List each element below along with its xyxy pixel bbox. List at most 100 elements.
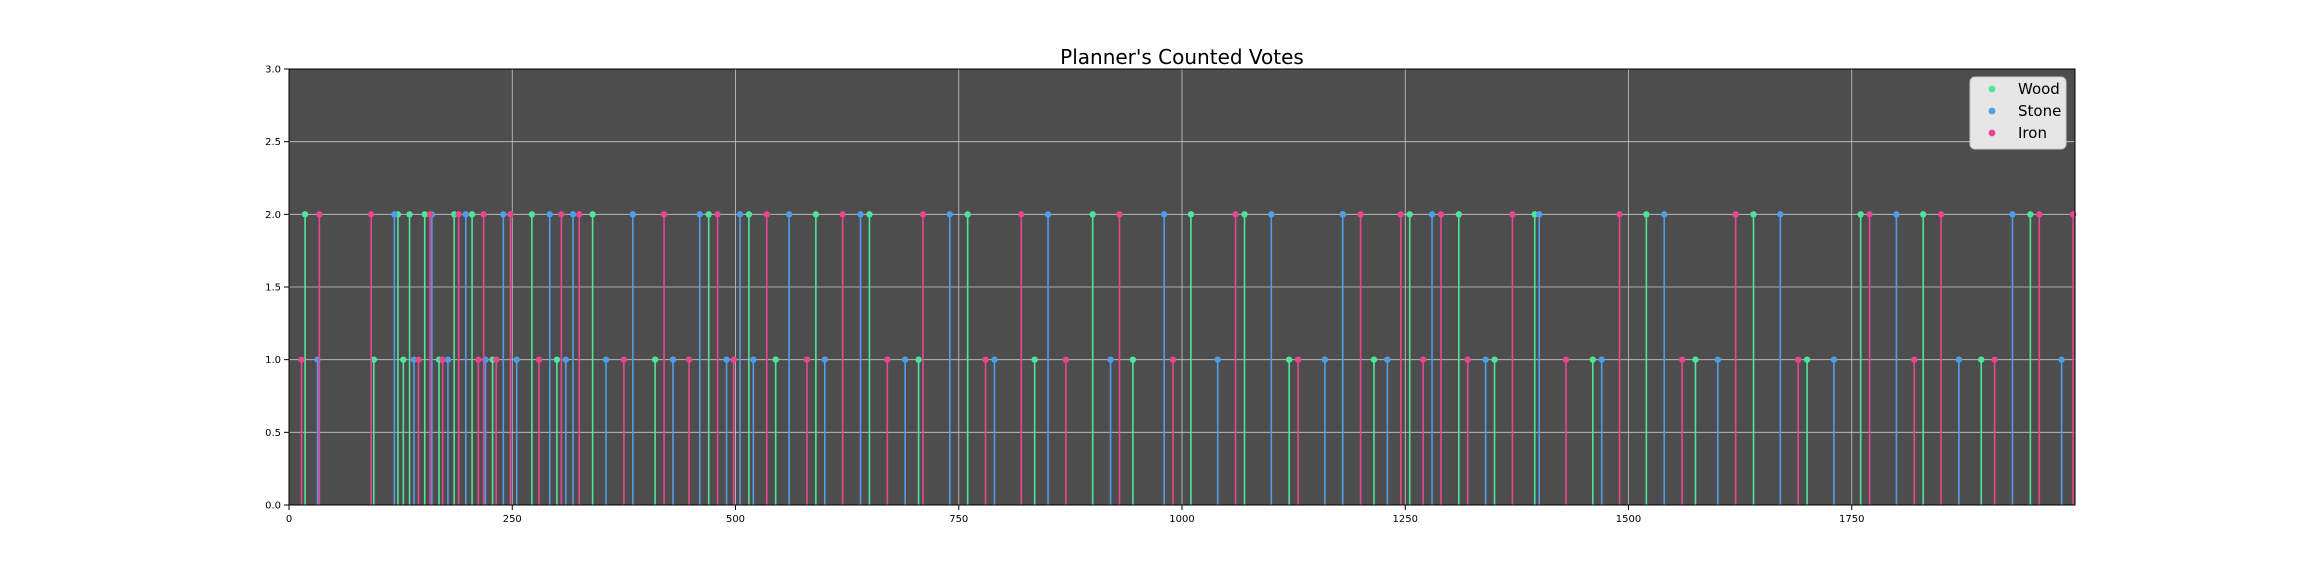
y-tick-label: 0.0	[265, 501, 281, 512]
data-point	[714, 211, 721, 218]
data-point	[1464, 356, 1471, 363]
data-point	[669, 356, 677, 363]
data-point	[1978, 356, 1985, 363]
data-point	[1406, 211, 1413, 218]
data-point	[1491, 356, 1498, 363]
data-point	[730, 356, 737, 363]
data-point	[1062, 356, 1070, 363]
x-tick-label: 250	[503, 514, 522, 525]
data-point	[546, 211, 553, 218]
data-point	[1536, 211, 1543, 218]
data-point	[964, 211, 971, 218]
data-point	[1339, 211, 1346, 218]
data-point	[480, 211, 487, 218]
data-point	[462, 211, 470, 218]
y-tick-label: 1.5	[265, 283, 281, 294]
data-point	[1321, 356, 1329, 363]
data-point	[410, 356, 418, 363]
data-point	[589, 211, 596, 218]
data-point	[451, 211, 458, 218]
data-point	[400, 356, 407, 363]
data-point	[1268, 211, 1275, 218]
data-point	[1919, 211, 1927, 218]
data-point	[2036, 211, 2043, 218]
x-tick-label: 750	[949, 514, 968, 525]
legend-marker	[1988, 107, 1996, 115]
data-point	[705, 211, 712, 218]
data-point	[620, 356, 628, 363]
data-point	[558, 211, 565, 218]
data-point	[535, 356, 543, 363]
y-tick-label: 1.0	[265, 355, 281, 366]
y-tick-label: 2.5	[265, 137, 281, 148]
data-point	[660, 211, 668, 218]
data-point	[475, 356, 482, 363]
data-point	[602, 356, 610, 363]
data-point	[803, 356, 811, 363]
data-point	[1018, 211, 1025, 218]
data-point	[919, 211, 927, 218]
data-point	[1116, 211, 1123, 218]
data-point	[866, 211, 873, 218]
data-point	[1794, 356, 1802, 363]
data-point	[1437, 211, 1445, 218]
data-point	[1232, 211, 1239, 218]
data-point	[2027, 211, 2034, 218]
x-tick-label: 1000	[1169, 514, 1194, 525]
data-point	[629, 211, 637, 218]
data-point	[1370, 356, 1378, 363]
data-point	[1089, 211, 1096, 218]
x-tick-label: 500	[726, 514, 745, 525]
data-point	[1803, 356, 1811, 363]
x-tick-label: 0	[286, 514, 292, 525]
data-point	[1616, 211, 1623, 218]
y-tick-label: 3.0	[265, 65, 281, 76]
data-point	[857, 211, 864, 218]
axes: 0 250 500 750 1000 1250 1500 1750 0.0 0.5 1.0 1.5 2.…	[265, 65, 2076, 525]
data-point	[736, 211, 744, 218]
data-point	[1294, 356, 1302, 363]
x-tick-label: 1500	[1616, 514, 1641, 525]
data-point	[391, 211, 398, 218]
data-point	[1991, 356, 1998, 363]
data-point	[763, 211, 770, 218]
data-point	[1160, 211, 1168, 218]
data-point	[1419, 356, 1427, 363]
data-point	[406, 211, 413, 218]
data-point	[839, 211, 846, 218]
data-point	[1714, 356, 1722, 363]
data-point	[915, 356, 922, 363]
data-point	[1661, 211, 1668, 218]
y-tick-label: 0.5	[265, 428, 281, 439]
data-point	[821, 356, 828, 363]
legend-label: Iron	[2018, 124, 2047, 142]
data-point	[1169, 356, 1177, 363]
data-point	[901, 356, 909, 363]
x-tick-label: 1750	[1839, 514, 1864, 525]
data-point	[812, 211, 820, 218]
data-point	[1357, 211, 1364, 218]
data-point	[982, 356, 989, 363]
data-point	[884, 356, 891, 363]
data-point	[553, 356, 561, 363]
data-point	[1678, 356, 1686, 363]
data-point	[651, 356, 659, 363]
y-tick-label: 2.0	[265, 210, 281, 221]
data-point	[685, 356, 693, 363]
data-point	[1866, 211, 1873, 218]
data-point	[421, 211, 428, 218]
data-point	[1692, 356, 1699, 363]
data-point	[415, 356, 422, 363]
data-point	[1482, 356, 1489, 363]
data-point	[1857, 211, 1864, 218]
data-point	[455, 211, 462, 218]
data-point	[370, 356, 378, 363]
data-point	[1562, 356, 1570, 363]
data-point	[444, 356, 452, 363]
legend-label: Wood	[2018, 80, 2060, 98]
data-point	[745, 211, 753, 218]
data-point	[1384, 356, 1391, 363]
data-point	[696, 211, 703, 218]
data-point	[316, 211, 323, 218]
